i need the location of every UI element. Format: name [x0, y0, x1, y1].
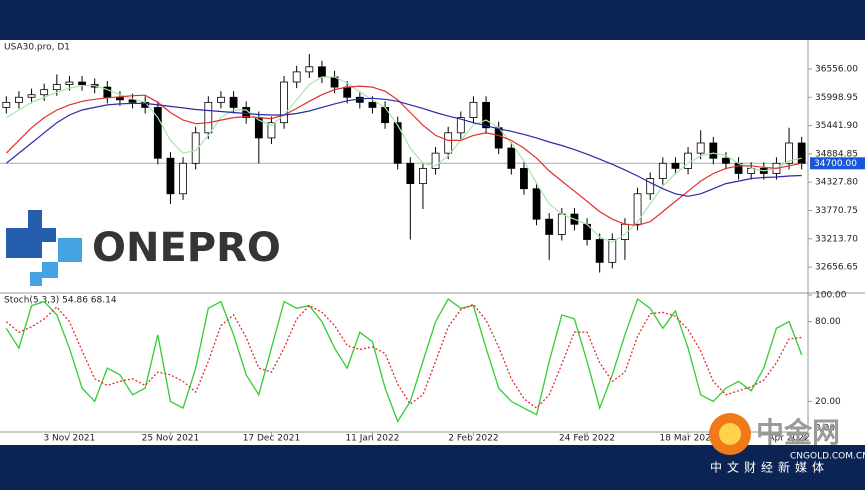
last-price-box [810, 157, 865, 170]
candle-body [292, 71, 301, 83]
stoch-line [5, 297, 803, 423]
candle-body [646, 178, 655, 195]
candle-body [229, 96, 238, 108]
candle-body [469, 101, 478, 118]
candle-body [482, 101, 490, 129]
candle-body [27, 94, 36, 98]
candle-body [166, 157, 175, 195]
y-tick-label: 35998.95 [815, 93, 858, 103]
stoch-title: Stoch(5,3,3) 54.86 68.14 [4, 296, 117, 306]
candle-body [595, 239, 604, 263]
candle-body [393, 122, 402, 164]
y-tick-label: 34884.85 [815, 149, 858, 159]
candle-body [608, 239, 617, 263]
candle-body [545, 218, 554, 235]
logo-block [58, 238, 82, 262]
candle-body [267, 122, 276, 139]
candle-body [52, 84, 61, 91]
candle-body [419, 167, 427, 185]
candle-body [368, 101, 377, 108]
y-tick-label: 32656.65 [815, 263, 858, 273]
candle-body [116, 96, 124, 101]
candle-body [78, 81, 86, 85]
x-tick-label: 2 Feb 2022 [448, 434, 498, 444]
candle-body [179, 162, 187, 195]
candle-body [444, 132, 453, 154]
y-tick-label: 34327.80 [815, 178, 858, 188]
candle-body [684, 152, 692, 169]
x-tick-label: 25 Nov 2021 [142, 434, 200, 444]
candle-body [65, 81, 74, 85]
last-price-label: 34700.00 [814, 159, 857, 169]
cngold-logo: 中金网 CNGOLD.COM.CN 中文财经新媒体 [709, 413, 865, 475]
x-tick-label: 11 Jan 2022 [345, 434, 399, 444]
y-tick-label: 33770.75 [815, 206, 858, 216]
logo-inner [719, 423, 741, 445]
y-tick-label: 36556.00 [815, 65, 858, 75]
x-tick-label: 24 Feb 2022 [559, 434, 615, 444]
candle-body [15, 96, 23, 103]
candle-body [318, 66, 326, 78]
candle-body [557, 213, 566, 235]
candle-body [381, 107, 389, 124]
candle-body [191, 132, 200, 164]
moving-average [5, 85, 802, 226]
candle-body [305, 66, 314, 73]
candle-body [128, 99, 137, 103]
moving-average [5, 76, 802, 243]
site-url: CNGOLD.COM.CN [790, 452, 865, 462]
candle-body [658, 162, 667, 179]
candle-body [520, 167, 528, 190]
candle-body [355, 96, 364, 103]
logo-block [42, 262, 58, 278]
candle-body [507, 147, 516, 169]
x-tick-label: 18 Mar 2022 [660, 434, 717, 444]
candle-body [406, 162, 415, 185]
candle-body [671, 162, 680, 169]
candle-body [532, 188, 541, 220]
y-tick-label: 80.00 [815, 317, 841, 327]
candle-body [153, 107, 162, 159]
plot: 36556.00 35998.95 35441.90 34884.85 34327.80… [0, 54, 858, 444]
logo-block [30, 272, 42, 286]
candle-body [797, 142, 806, 164]
candle-body [456, 117, 465, 134]
candle-body [2, 101, 11, 108]
candle-body [696, 142, 705, 154]
candle-body [431, 152, 440, 169]
onepro-logo: ONEPRO [6, 210, 281, 286]
y-tick-label: 35441.90 [815, 121, 858, 131]
y-tick-label: 0.00 [815, 424, 835, 434]
chart-title: USA30.pro, D1 [4, 43, 70, 53]
candle-body [343, 86, 352, 98]
candle-body [722, 157, 730, 164]
x-tick-label: 17 Dec 2021 [243, 434, 301, 444]
candle-body [633, 193, 642, 225]
logo-block [42, 228, 56, 242]
logo-block [28, 210, 42, 228]
candle-body [204, 101, 213, 134]
candle-body [785, 142, 793, 164]
candle-body [217, 96, 225, 103]
moving-average [5, 97, 802, 197]
top-band [0, 0, 865, 40]
x-tick-label: 3 Nov 2021 [43, 434, 95, 444]
y-tick-label: 33213.70 [815, 234, 858, 244]
candle-body [280, 81, 288, 124]
x-tick-label: Apr 2022 [768, 434, 809, 444]
site-logo-text: 中金网 [756, 416, 840, 449]
site-slogan: 中文财经新媒体 [710, 460, 829, 475]
logo-block [6, 228, 42, 258]
brand-text: ONEPRO [92, 225, 281, 271]
y-tick-label: 20.00 [815, 397, 841, 407]
candle-body [40, 89, 49, 96]
y-tick-label: 100.00 [815, 291, 847, 301]
candle-body [709, 142, 718, 159]
